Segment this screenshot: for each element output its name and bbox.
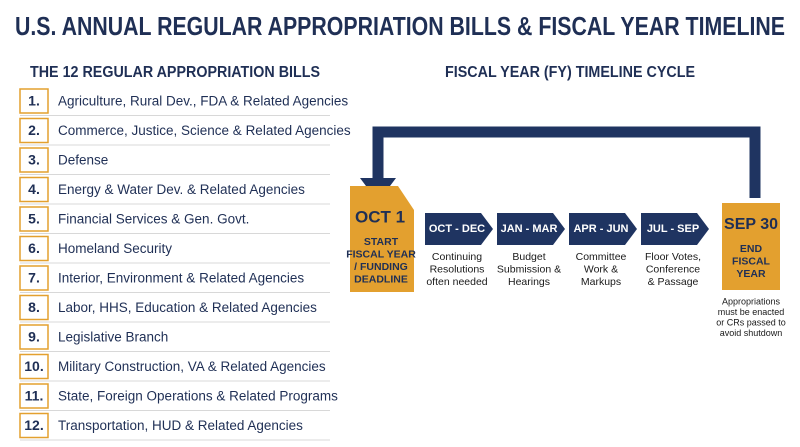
note-text: or CRs passed to [716,317,786,327]
number-box [19,176,49,203]
bill-label: Legislative Branch [58,330,168,345]
bill-number: 1. [28,93,40,109]
phase-text: Hearings [508,276,550,288]
phase-text: & Passage [648,276,699,288]
bill-label: State, Foreign Operations & Related Prog… [58,389,338,404]
end-text: YEAR [736,268,766,280]
end-text: FISCAL [732,255,771,267]
bill-label: Homeland Security [58,241,172,256]
number-box [19,88,49,114]
number-box [19,235,49,262]
bill-label: Agriculture, Rural Dev., FDA & Related A… [58,94,348,109]
phase-text: Budget [512,251,545,263]
start-box [350,186,414,292]
bill-number: 4. [28,181,40,197]
phase-period: OCT - DEC [429,223,485,235]
end-date: SEP 30 [724,216,778,233]
note-text: avoid shutdown [720,328,783,338]
bill-label: Commerce, Justice, Science & Related Age… [58,123,351,138]
phase-text: Work & [584,263,618,275]
phase-text: Committee [576,251,627,263]
bill-label: Transportation, HUD & Related Agencies [58,418,303,433]
bill-number: 2. [28,122,40,138]
phase-arrow [497,213,565,245]
bill-number: 9. [28,329,40,345]
cycle-arrow [372,126,761,198]
phase-arrow [641,213,709,245]
bill-label: Financial Services & Gen. Govt. [58,212,249,227]
bill-label: Energy & Water Dev. & Related Agencies [58,182,305,197]
number-box [19,206,49,232]
phase-arrow [425,213,493,245]
bill-number: 11. [25,388,44,404]
phase-text: often needed [426,276,487,288]
bill-label: Interior, Environment & Related Agencies [58,271,304,286]
phase-period: APR - JUN [573,223,628,235]
start-text: START [364,236,399,248]
bill-number: 5. [28,211,40,227]
number-box [19,353,49,380]
bill-label: Labor, HHS, Education & Related Agencies [58,300,317,315]
phase-arrow [569,213,637,245]
number-box [19,117,49,144]
start-text: DEADLINE [354,273,408,285]
number-box [19,294,49,321]
number-box [19,383,49,409]
bill-number: 6. [28,240,40,256]
timeline-heading: FISCAL YEAR (FY) TIMELINE CYCLE [445,64,695,81]
end-box [722,203,780,290]
bill-number: 8. [28,299,40,315]
number-box [19,147,49,173]
bills-heading: THE 12 REGULAR APPROPRIATION BILLS [30,64,320,81]
start-text: / FUNDING [354,261,408,273]
note-text: must be enacted [718,307,785,317]
number-box [19,324,49,350]
bill-number: 10. [24,358,43,374]
phase-text: Conference [646,263,700,275]
end-text: END [740,243,763,255]
phase-period: JAN - MAR [501,223,558,235]
phase-text: Continuing [432,251,482,263]
number-box [19,412,49,439]
bill-number: 3. [28,152,40,168]
bill-number: 7. [28,270,40,286]
number-box [19,265,49,291]
start-text: FISCAL YEAR [346,248,416,260]
bill-label: Military Construction, VA & Related Agen… [58,359,326,374]
phase-text: Submission & [497,263,561,275]
title: U.S. ANNUAL REGULAR APPROPRIATION BILLS … [15,11,785,41]
bill-number: 12. [24,417,43,433]
phase-text: Markups [581,276,621,288]
phase-text: Resolutions [430,263,485,275]
note-text: Appropriations [722,296,781,306]
bill-label: Defense [58,153,108,168]
phase-text: Floor Votes, [645,251,701,263]
start-date: OCT 1 [355,207,405,226]
phase-period: JUL - SEP [647,223,699,235]
